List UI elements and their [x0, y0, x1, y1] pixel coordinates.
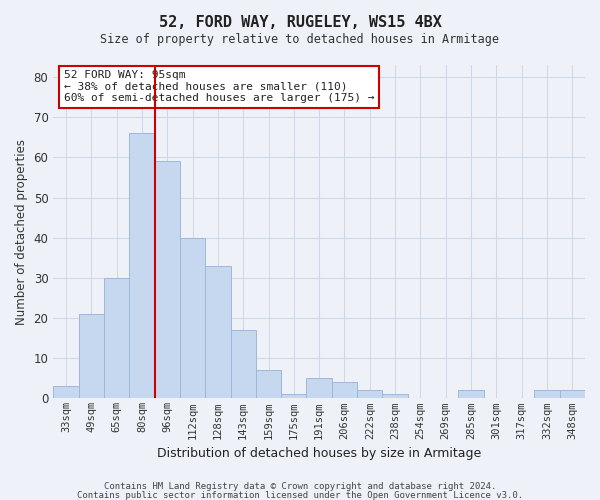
Text: Size of property relative to detached houses in Armitage: Size of property relative to detached ho… — [101, 32, 499, 46]
Bar — [458, 390, 484, 398]
Y-axis label: Number of detached properties: Number of detached properties — [15, 138, 28, 324]
Bar — [129, 134, 155, 398]
Text: Contains HM Land Registry data © Crown copyright and database right 2024.: Contains HM Land Registry data © Crown c… — [104, 482, 496, 491]
Bar — [205, 266, 230, 398]
Bar — [53, 386, 79, 398]
Bar — [281, 394, 307, 398]
Text: 52 FORD WAY: 95sqm
← 38% of detached houses are smaller (110)
60% of semi-detach: 52 FORD WAY: 95sqm ← 38% of detached hou… — [64, 70, 374, 103]
Bar — [79, 314, 104, 398]
Bar — [104, 278, 129, 398]
Bar — [332, 382, 357, 398]
Bar — [307, 378, 332, 398]
Bar — [230, 330, 256, 398]
Bar — [535, 390, 560, 398]
Bar — [560, 390, 585, 398]
Bar — [357, 390, 382, 398]
Bar — [155, 162, 180, 398]
Text: Contains public sector information licensed under the Open Government Licence v3: Contains public sector information licen… — [77, 490, 523, 500]
Bar — [382, 394, 408, 398]
Bar — [180, 238, 205, 398]
Bar — [256, 370, 281, 398]
X-axis label: Distribution of detached houses by size in Armitage: Distribution of detached houses by size … — [157, 447, 481, 460]
Text: 52, FORD WAY, RUGELEY, WS15 4BX: 52, FORD WAY, RUGELEY, WS15 4BX — [158, 15, 442, 30]
